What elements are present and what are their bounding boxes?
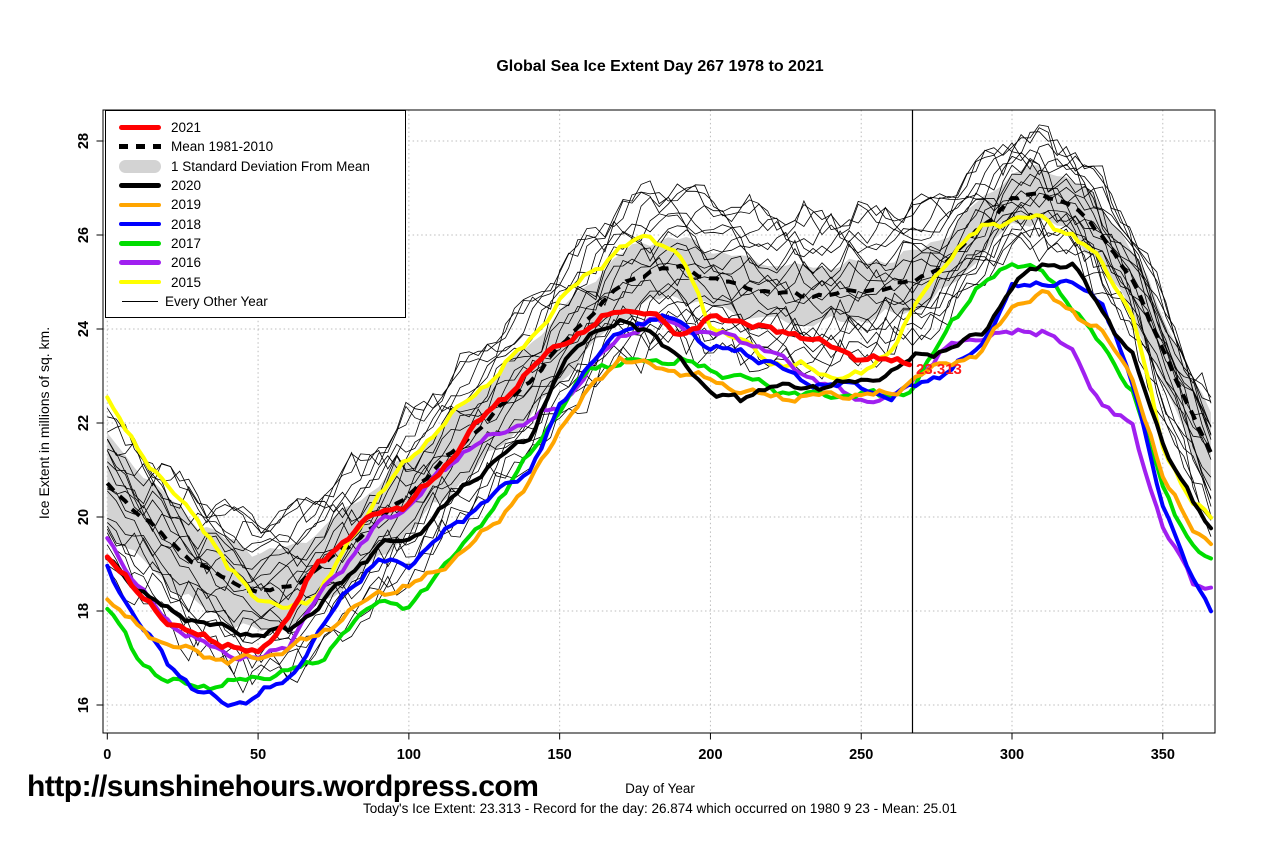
x-tick-label: 0 bbox=[103, 747, 111, 763]
dashed-line-swatch bbox=[119, 144, 161, 150]
legend-label: 2019 bbox=[171, 197, 202, 213]
x-tick-label: 250 bbox=[849, 747, 873, 763]
legend-item-2020: 2020 bbox=[106, 176, 405, 195]
series-2020 bbox=[105, 261, 1213, 639]
y-tick-label: 20 bbox=[76, 509, 92, 525]
footer-stats: Today's Ice Extent: 23.313 - Record for … bbox=[363, 801, 957, 816]
legend-label: 1 Standard Deviation From Mean bbox=[171, 158, 370, 174]
y-tick-label: 28 bbox=[76, 133, 92, 149]
x-tick-label: 100 bbox=[397, 747, 421, 763]
series-2021 bbox=[104, 308, 912, 655]
line-swatch bbox=[119, 221, 161, 227]
x-tick-label: 50 bbox=[250, 747, 266, 763]
legend-label: 2021 bbox=[171, 120, 202, 136]
band-swatch bbox=[119, 159, 161, 173]
x-tick-label: 150 bbox=[548, 747, 572, 763]
line-swatch bbox=[119, 241, 161, 246]
legend-item-2016: 2016 bbox=[106, 253, 405, 272]
line-swatch bbox=[119, 124, 161, 131]
x-tick-label: 200 bbox=[698, 747, 722, 763]
x-axis-label: Day of Year bbox=[625, 781, 695, 796]
legend-label: Every Other Year bbox=[165, 293, 268, 309]
y-axis-ticks: 16 18 20 22 24 26 28 bbox=[76, 133, 103, 713]
legend-item-2015: 2015 bbox=[106, 272, 405, 291]
x-tick-label: 300 bbox=[1000, 747, 1024, 763]
chart-title: Global Sea Ice Extent Day 267 1978 to 20… bbox=[496, 58, 824, 75]
y-tick-label: 22 bbox=[76, 415, 92, 431]
line-swatch bbox=[119, 260, 161, 265]
chart-legend: 2021 Mean 1981-2010 1 Standard Deviation F… bbox=[105, 110, 406, 318]
plot-box bbox=[102, 109, 1216, 734]
line-swatch bbox=[119, 183, 161, 188]
series-2019 bbox=[105, 289, 1213, 666]
y-axis-label: Ice Extent in millions of sq. km. bbox=[36, 326, 52, 520]
y-tick-label: 16 bbox=[76, 697, 92, 713]
y-tick-label: 18 bbox=[76, 603, 92, 619]
line-swatch bbox=[119, 202, 161, 208]
line-swatch bbox=[119, 279, 161, 285]
legend-label: Mean 1981-2010 bbox=[171, 139, 274, 155]
legend-item-every-other-year: Every Other Year bbox=[106, 292, 405, 311]
legend-item-1-standard-deviation-from-mean: 1 Standard Deviation From Mean bbox=[106, 157, 405, 176]
legend-item-2019: 2019 bbox=[106, 195, 405, 214]
y-tick-label: 26 bbox=[76, 227, 92, 243]
series-2017 bbox=[105, 262, 1213, 692]
legend-label: 2018 bbox=[171, 216, 202, 232]
legend-label: 2020 bbox=[171, 178, 202, 194]
thin-line-swatch bbox=[122, 300, 158, 302]
legend-item-2018: 2018 bbox=[106, 214, 405, 233]
legend-item-2017: 2017 bbox=[106, 234, 405, 253]
footer-url[interactable]: http://sunshinehours.wordpress.com bbox=[27, 770, 539, 803]
y-tick-label: 24 bbox=[76, 321, 92, 337]
series-2015 bbox=[105, 213, 1213, 610]
legend-label: 2017 bbox=[171, 235, 202, 251]
legend-item-mean-1981-2010: Mean 1981-2010 bbox=[106, 137, 405, 156]
legend-item-2021: 2021 bbox=[106, 118, 405, 137]
legend-label: 2015 bbox=[171, 274, 202, 290]
x-tick-label: 350 bbox=[1151, 747, 1175, 763]
legend-label: 2016 bbox=[171, 255, 202, 271]
current-ice-extent-label: 23.313 bbox=[916, 361, 962, 378]
x-axis-ticks: 0 50 100 150 200 250 300 350 bbox=[103, 733, 1175, 763]
